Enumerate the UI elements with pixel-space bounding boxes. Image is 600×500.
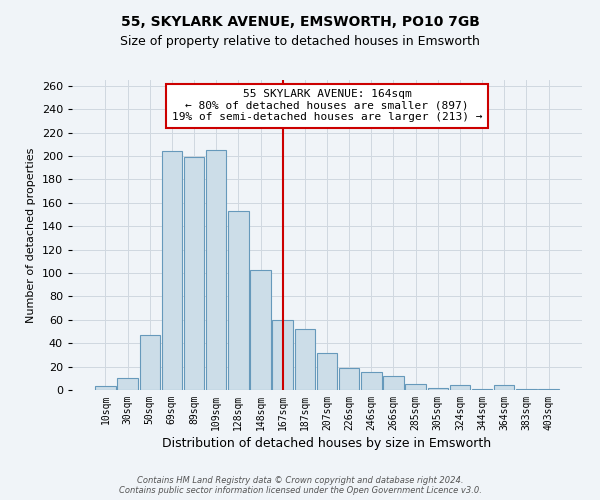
Bar [406,384,426,390]
Bar [472,389,493,390]
Bar [228,211,248,390]
Bar [339,368,359,390]
Bar [184,157,204,390]
Bar [428,388,448,390]
Bar [250,270,271,390]
Text: 55, SKYLARK AVENUE, EMSWORTH, PO10 7GB: 55, SKYLARK AVENUE, EMSWORTH, PO10 7GB [121,15,479,29]
Bar [361,372,382,390]
Text: Size of property relative to detached houses in Emsworth: Size of property relative to detached ho… [120,35,480,48]
Bar [118,378,138,390]
Bar [161,152,182,390]
Bar [516,389,536,390]
Bar [538,389,559,390]
Y-axis label: Number of detached properties: Number of detached properties [26,148,36,322]
Bar [95,386,116,390]
Bar [295,329,315,390]
Text: 55 SKYLARK AVENUE: 164sqm
← 80% of detached houses are smaller (897)
19% of semi: 55 SKYLARK AVENUE: 164sqm ← 80% of detac… [172,90,482,122]
Bar [450,386,470,390]
Bar [206,150,226,390]
X-axis label: Distribution of detached houses by size in Emsworth: Distribution of detached houses by size … [163,437,491,450]
Bar [140,335,160,390]
Bar [494,386,514,390]
Bar [272,320,293,390]
Bar [383,376,404,390]
Text: Contains HM Land Registry data © Crown copyright and database right 2024.
Contai: Contains HM Land Registry data © Crown c… [119,476,481,495]
Bar [317,352,337,390]
